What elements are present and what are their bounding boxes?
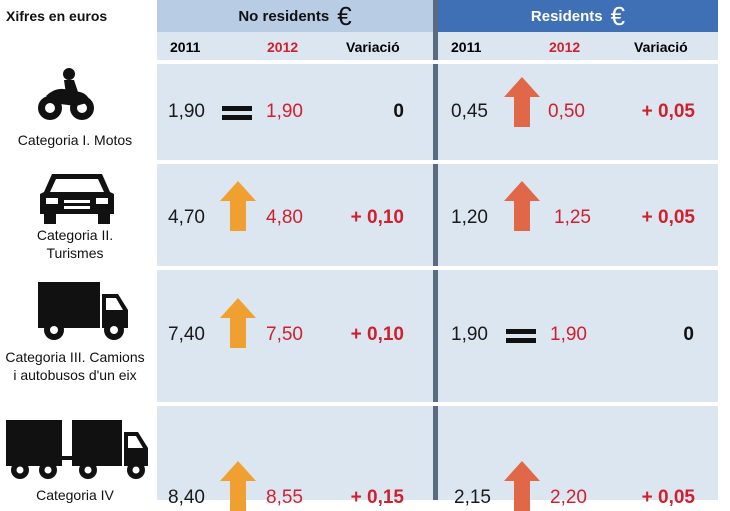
row-separator [0, 402, 730, 406]
variation-value: + 0,10 [350, 324, 404, 345]
arrow-up-icon [504, 77, 540, 127]
arrow-up-icon [504, 181, 540, 231]
residents-column [438, 0, 718, 500]
truck-trailer-icon [6, 420, 148, 479]
value-2012: 1,90 [266, 101, 303, 122]
nonres-year1-header: 2011 [170, 39, 201, 55]
euro-icon: € [337, 1, 352, 31]
variation-value: + 0,05 [641, 101, 695, 122]
row-separator [0, 160, 730, 164]
arrow-up-icon [504, 461, 540, 511]
arrow-up-icon [220, 461, 256, 511]
category-label: Categoria IV [36, 487, 114, 503]
variation-value: + 0,10 [350, 207, 404, 228]
value-2012: 1,90 [550, 324, 587, 345]
value-2011: 1,90 [168, 101, 205, 122]
truck-icon [38, 282, 128, 340]
res-variation-header: Variació [634, 39, 688, 55]
equal-icon [506, 327, 536, 345]
value-2011: 2,15 [454, 487, 491, 508]
arrow-up-icon [220, 298, 256, 348]
non-residents-title: No residents [238, 7, 330, 25]
value-2012: 2,20 [550, 487, 587, 508]
variation-value: 0 [683, 324, 694, 345]
res-year1-header: 2011 [451, 39, 482, 55]
value-2012: 4,80 [266, 207, 303, 228]
row-separator [0, 266, 730, 270]
motorcycle-icon [38, 68, 94, 120]
nonres-year2-header: 2012 [267, 39, 299, 55]
value-2012: 0,50 [548, 101, 585, 122]
variation-value: + 0,15 [350, 487, 404, 508]
units-label: Xifres en euros [6, 8, 108, 24]
row-separator [0, 60, 730, 64]
value-2011: 7,40 [168, 324, 205, 345]
non-residents-header: No residents € [157, 0, 433, 32]
variation-value: + 0,05 [641, 487, 695, 508]
category-label: Categoria II. Turismes [36, 227, 114, 261]
value-2011: 8,40 [168, 487, 205, 508]
equal-icon [222, 104, 252, 122]
value-2012: 7,50 [266, 324, 303, 345]
nonres-variation-header: Variació [346, 39, 400, 55]
arrow-up-icon [220, 181, 256, 231]
value-2011: 0,45 [451, 101, 488, 122]
column-divider [433, 0, 438, 500]
category-label: Categoria I. Motos [17, 132, 133, 148]
res-year2-header: 2012 [549, 39, 581, 55]
value-2011: 1,20 [451, 207, 488, 228]
variation-value: + 0,05 [641, 207, 695, 228]
non-residents-column [157, 0, 433, 500]
residents-header: Residents € [438, 0, 718, 32]
value-2011: 1,90 [451, 324, 488, 345]
value-2012: 8,55 [266, 487, 303, 508]
category-label: Categoria III. Camions i autobusos d'un … [5, 349, 145, 383]
value-2012: 1,25 [554, 207, 591, 228]
euro-icon: € [610, 1, 626, 31]
value-2011: 4,70 [168, 207, 205, 228]
variation-value: 0 [393, 101, 404, 122]
residents-title: Residents [530, 7, 603, 25]
car-icon [40, 174, 114, 224]
